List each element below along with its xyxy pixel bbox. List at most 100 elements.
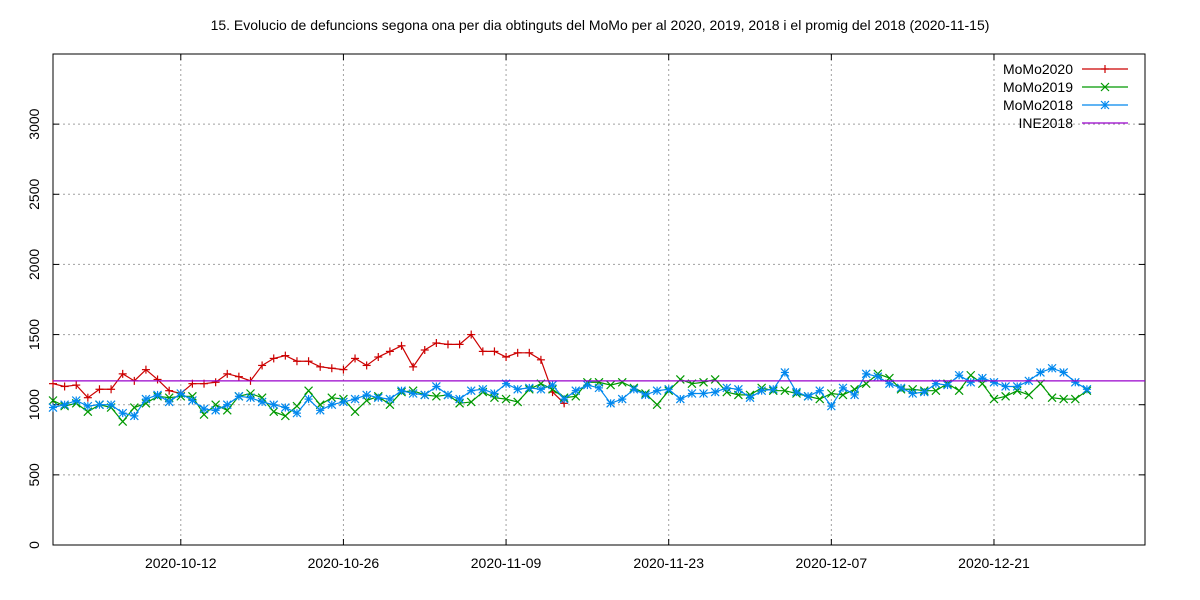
data-point-momo2019 [466,397,476,407]
data-point-momo2018 [292,408,302,418]
data-point-momo2019 [606,380,616,390]
data-point-momo2018 [850,390,859,400]
data-point-momo2018 [617,394,627,404]
data-point-momo2020 [443,340,452,349]
x-tick-label: 2020-10-12 [145,555,217,571]
legend: MoMo2020 MoMo2019 MoMo2018 INE2018 [1003,61,1128,131]
y-tick-label: 2500 [26,179,42,210]
data-point-momo2019 [815,394,825,404]
data-point-momo2020 [153,375,162,384]
data-point-momo2018 [478,384,488,394]
y-tick-label: 0 [26,541,42,549]
data-point-momo2018 [803,391,813,401]
data-point-momo2019 [699,377,708,387]
data-point-momo2018 [1082,384,1092,394]
y-tick-label: 1000 [26,389,42,420]
data-point-momo2020 [281,351,290,360]
data-point-momo2018 [490,389,499,398]
data-point-momo2020 [258,361,267,370]
data-point-momo2020 [95,385,104,394]
data-point-momo2018 [455,394,465,404]
data-point-momo2019 [989,394,999,404]
data-point-momo2018 [106,400,116,410]
data-point-momo2018 [420,390,430,400]
data-point-momo2019 [1059,394,1069,404]
grid-lines [53,54,1145,545]
data-point-momo2018 [129,411,139,421]
legend-marker-momo2019 [1100,82,1110,92]
data-point-momo2019 [431,391,441,401]
data-point-momo2018 [1070,377,1080,387]
data-point-momo2019 [501,394,511,404]
data-point-momo2020 [351,354,360,363]
data-point-momo2018 [548,380,557,390]
data-point-momo2019 [710,375,720,384]
data-point-momo2018 [397,386,406,396]
data-point-momo2019 [327,393,337,403]
data-point-momo2018 [733,384,743,394]
plot-frame [52,53,1146,546]
data-point-momo2020 [118,369,127,378]
data-point-momo2018 [118,408,128,418]
data-point-momo2020 [374,353,383,362]
data-point-momo2020 [60,382,69,391]
data-point-momo2020 [513,348,522,357]
x-tick-label: 2020-11-23 [633,555,704,571]
data-point-momo2018 [687,389,697,398]
data-point-momo2018 [826,401,836,411]
data-point-momo2018 [699,389,708,398]
data-point-momo2018 [443,390,453,400]
data-point-momo2019 [1012,386,1022,396]
y-tick-label: 3000 [26,108,42,139]
data-point-momo2020 [397,341,406,350]
data-point-momo2019 [617,377,627,387]
y-tick-label: 1500 [26,319,42,350]
data-point-momo2019 [490,393,499,403]
data-point-momo2020 [292,357,301,366]
data-point-momo2018 [234,391,244,401]
axes: 0 500 1000 1500 2000 2500 3000 2020-10-12 2020-1… [26,53,1146,571]
data-point-momo2018 [629,384,639,394]
x-tick-label: 2020-10-26 [308,555,380,571]
legend-marker-momo2020 [1101,65,1109,73]
data-point-momo2020 [420,346,429,355]
data-point-momo2018 [48,403,58,412]
data-point-momo2018 [176,389,186,398]
data-point-momo2020 [490,347,499,356]
data-point-momo2020 [432,338,441,347]
series-group [48,330,1145,426]
chart-title: 15. Evolucio de defuncions segona ona pe… [210,17,990,33]
data-point-momo2020 [525,348,534,357]
data-point-momo2018 [95,400,104,410]
data-point-momo2020 [269,354,278,363]
data-point-momo2018 [222,400,232,410]
data-point-momo2019 [1047,393,1057,403]
data-point-momo2018 [362,390,372,400]
data-point-momo2018 [768,384,778,394]
data-point-momo2020 [83,393,92,402]
series-line-momo2019 [52,373,1088,423]
data-point-momo2018 [943,380,952,390]
data-point-momo2018 [896,383,906,393]
data-point-momo2020 [502,353,511,362]
data-point-momo2018 [373,393,383,403]
data-point-momo2018 [792,387,801,397]
data-point-momo2020 [316,362,325,371]
data-point-momo2018 [664,384,674,394]
data-point-momo2018 [675,394,685,404]
data-point-momo2020 [141,365,150,374]
data-point-momo2018 [83,401,93,411]
data-point-momo2020 [362,361,371,370]
data-point-momo2020 [467,330,476,339]
data-point-momo2018 [838,383,848,393]
data-point-momo2018 [594,383,604,393]
data-point-momo2018 [908,389,918,398]
data-point-momo2018 [257,397,267,407]
data-point-momo2020 [72,381,81,390]
data-point-momo2019 [1024,390,1034,400]
legend-label-momo2018: MoMo2018 [1003,97,1073,113]
data-point-momo2018 [815,386,825,396]
data-point-momo2018 [559,394,569,404]
data-point-momo2018 [513,384,523,394]
